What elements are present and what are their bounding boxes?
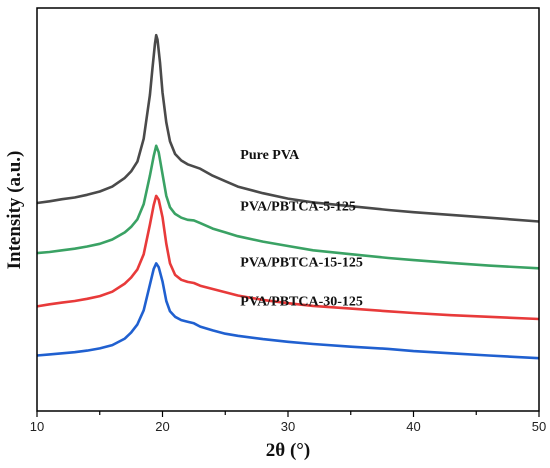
ticks-layer: 10 20 30 40 50 — [30, 411, 546, 434]
x-tick-label: 10 — [30, 419, 44, 434]
labels-layer: Pure PVA PVA/PBTCA-5-125 PVA/PBTCA-15-125 P… — [240, 148, 363, 309]
series-label-2: PVA/PBTCA-5-125 — [240, 199, 356, 214]
series-label-3: PVA/PBTCA-15-125 — [240, 255, 363, 270]
series-line-3 — [36, 194, 540, 321]
series-label-1: Pure PVA — [240, 148, 300, 163]
x-tick-label: 20 — [155, 419, 169, 434]
x-tick-label: 30 — [281, 419, 295, 434]
series-line-1 — [36, 33, 540, 223]
x-axis-title: 2θ (°) — [266, 440, 310, 461]
x-tick-label: 50 — [532, 419, 546, 434]
series-layer — [36, 33, 540, 360]
series-label-4: PVA/PBTCA-30-125 — [240, 295, 363, 310]
series-line-4 — [36, 262, 540, 360]
x-tick-label: 40 — [406, 419, 420, 434]
y-axis-title: Intensity (a.u.) — [4, 151, 25, 270]
series-line-2 — [36, 144, 540, 270]
